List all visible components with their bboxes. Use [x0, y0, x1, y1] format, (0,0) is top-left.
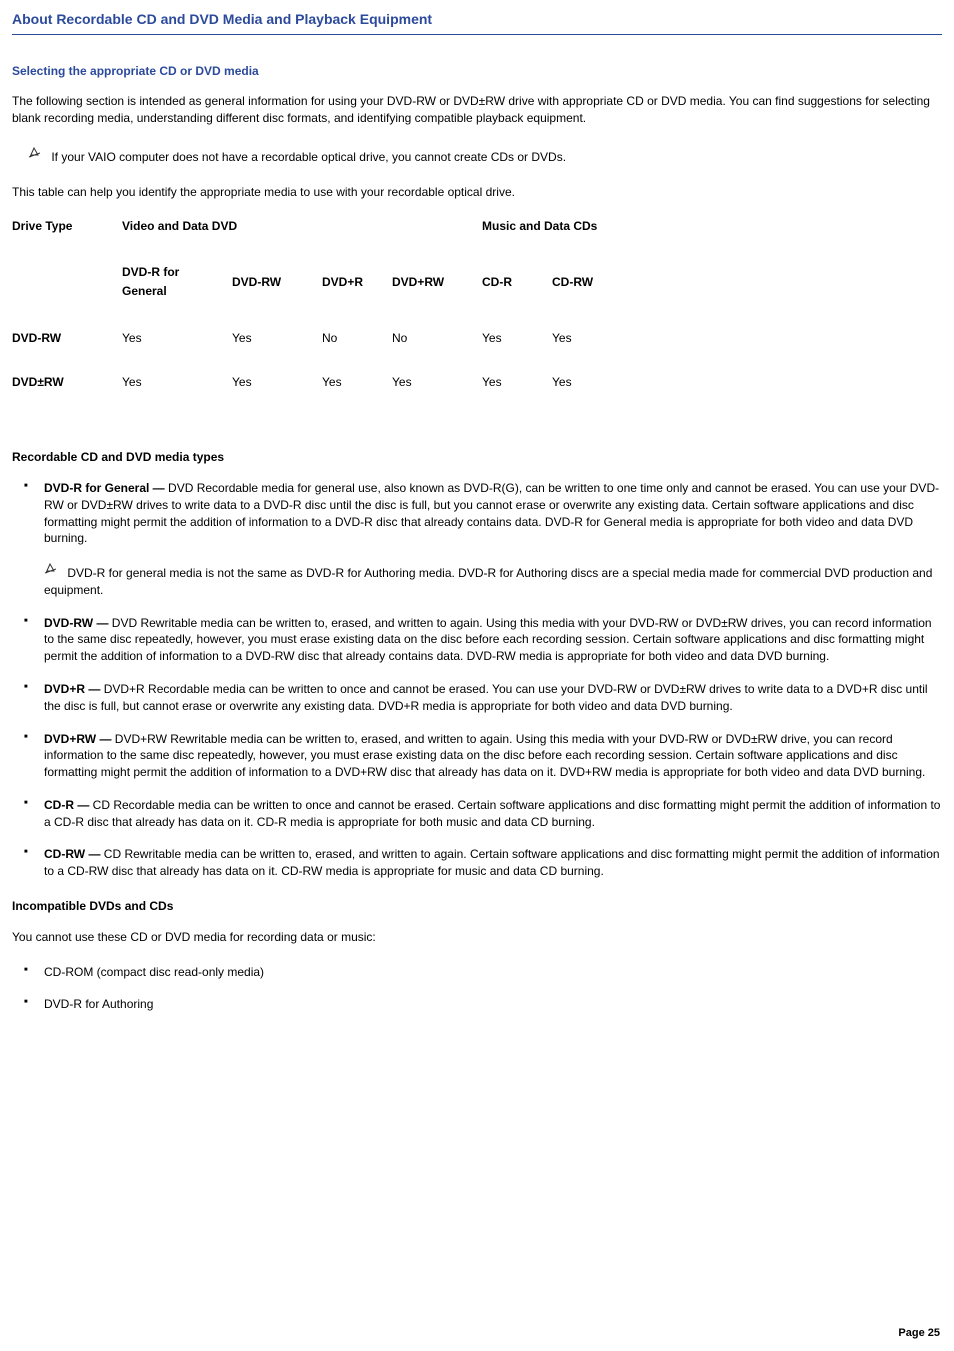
cell: Yes [482, 374, 552, 419]
cell: Yes [322, 374, 392, 419]
media-types-heading: Recordable CD and DVD media types [12, 449, 942, 466]
cell: Yes [552, 374, 622, 419]
media-name: CD-RW — [44, 847, 104, 861]
sub-header-blank [12, 263, 122, 329]
sub-header-cd-rw: CD-RW [552, 263, 622, 329]
table-row: DVD±RW Yes Yes Yes Yes Yes Yes [12, 374, 622, 419]
list-item: DVD-R for General — DVD Recordable media… [18, 480, 942, 599]
cell: No [322, 330, 392, 375]
page-number: Page 25 [898, 1326, 940, 1341]
incompatible-intro: You cannot use these CD or DVD media for… [12, 929, 942, 946]
list-item: DVD-RW — DVD Rewritable media can be wri… [18, 615, 942, 665]
note-vaio-drive: If your VAIO computer does not have a re… [12, 145, 942, 166]
media-text: CD Rewritable media can be written to, e… [44, 847, 940, 878]
cell: Yes [122, 330, 232, 375]
cell: No [392, 330, 482, 375]
list-item: DVD-R for Authoring [18, 996, 942, 1013]
group-header-drive-type: Drive Type [12, 218, 122, 263]
list-item: DVD+R — DVD+R Recordable media can be wr… [18, 681, 942, 715]
media-text: DVD+RW Rewritable media can be written t… [44, 732, 925, 780]
table-sub-header-row: DVD-R for General DVD-RW DVD+R DVD+RW CD… [12, 263, 622, 329]
group-header-video-data-dvd: Video and Data DVD [122, 218, 482, 263]
media-text: DVD Recordable media for general use, al… [44, 481, 939, 545]
media-text: DVD Rewritable media can be written to, … [44, 616, 932, 664]
incompatible-item: DVD-R for Authoring [44, 997, 153, 1011]
list-item: CD-RW — CD Rewritable media can be writt… [18, 846, 942, 880]
sub-header-dvd-plus-r: DVD+R [322, 263, 392, 329]
cell: Yes [482, 330, 552, 375]
media-name: DVD+R — [44, 682, 104, 696]
sub-header-dvdr-general: DVD-R for General [122, 263, 232, 329]
list-item: DVD+RW — DVD+RW Rewritable media can be … [18, 731, 942, 781]
row-label-dvd-pm-rw: DVD±RW [12, 374, 122, 419]
cell: Yes [392, 374, 482, 419]
table-intro: This table can help you identify the app… [12, 184, 942, 201]
media-name: DVD-RW — [44, 616, 112, 630]
inline-note-text: DVD-R for general media is not the same … [44, 566, 932, 597]
media-name: CD-R — [44, 798, 93, 812]
cell: Yes [232, 374, 322, 419]
note-icon [28, 145, 44, 164]
note-icon [44, 561, 60, 580]
list-item: CD-R — CD Recordable media can be writte… [18, 797, 942, 831]
table-group-header-row: Drive Type Video and Data DVD Music and … [12, 218, 622, 263]
sub-header-cd-r: CD-R [482, 263, 552, 329]
media-text: CD Recordable media can be written to on… [44, 798, 940, 829]
page-title: About Recordable CD and DVD Media and Pl… [12, 10, 942, 35]
incompatible-item: CD-ROM (compact disc read-only media) [44, 965, 264, 979]
note-text: If your VAIO computer does not have a re… [51, 150, 566, 164]
incompatible-heading: Incompatible DVDs and CDs [12, 898, 942, 915]
section-heading: Selecting the appropriate CD or DVD medi… [12, 63, 942, 80]
sub-header-dvd-plus-rw: DVD+RW [392, 263, 482, 329]
incompatible-list: CD-ROM (compact disc read-only media) DV… [12, 964, 942, 1014]
group-header-music-data-cds: Music and Data CDs [482, 218, 622, 263]
media-types-list: DVD-R for General — DVD Recordable media… [12, 480, 942, 880]
cell: Yes [232, 330, 322, 375]
sub-header-dvd-rw: DVD-RW [232, 263, 322, 329]
cell: Yes [122, 374, 232, 419]
media-name: DVD+RW — [44, 732, 115, 746]
media-text: DVD+R Recordable media can be written to… [44, 682, 928, 713]
row-label-dvd-rw: DVD-RW [12, 330, 122, 375]
list-item: CD-ROM (compact disc read-only media) [18, 964, 942, 981]
intro-paragraph: The following section is intended as gen… [12, 93, 942, 127]
media-name: DVD-R for General — [44, 481, 168, 495]
inline-note: DVD-R for general media is not the same … [44, 561, 942, 598]
cell: Yes [552, 330, 622, 375]
table-row: DVD-RW Yes Yes No No Yes Yes [12, 330, 622, 375]
media-compatibility-table: Drive Type Video and Data DVD Music and … [12, 218, 622, 419]
